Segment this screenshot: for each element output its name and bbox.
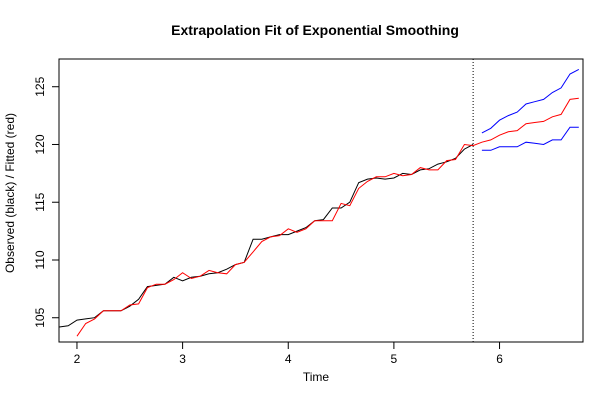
x-tick-label: 2 xyxy=(74,352,81,366)
x-tick-label: 4 xyxy=(285,352,292,366)
y-tick-label: 120 xyxy=(33,134,47,154)
x-axis: 2 3 4 5 6 xyxy=(74,342,503,366)
series-line-3 xyxy=(481,68,580,134)
y-tick-label: 115 xyxy=(33,192,47,211)
y-axis-label: Observed (black) / Fitted (red) xyxy=(3,113,17,273)
series-line-4 xyxy=(481,126,579,151)
x-tick-label: 6 xyxy=(496,352,503,366)
y-tick-label: 105 xyxy=(33,307,47,327)
x-tick-label: 3 xyxy=(179,352,186,366)
chart-title: Extrapolation Fit of Exponential Smoothi… xyxy=(171,22,459,38)
x-tick-label: 5 xyxy=(391,352,398,366)
y-tick-label: 125 xyxy=(33,76,47,96)
y-tick-label: 110 xyxy=(33,250,47,269)
series-line-1 xyxy=(59,144,474,328)
series-layer xyxy=(59,68,580,337)
series-line-2 xyxy=(76,97,579,337)
y-axis: 105 110 115 120 125 xyxy=(33,76,59,328)
plot-frame xyxy=(58,58,584,343)
x-axis-label: Time xyxy=(303,370,330,384)
